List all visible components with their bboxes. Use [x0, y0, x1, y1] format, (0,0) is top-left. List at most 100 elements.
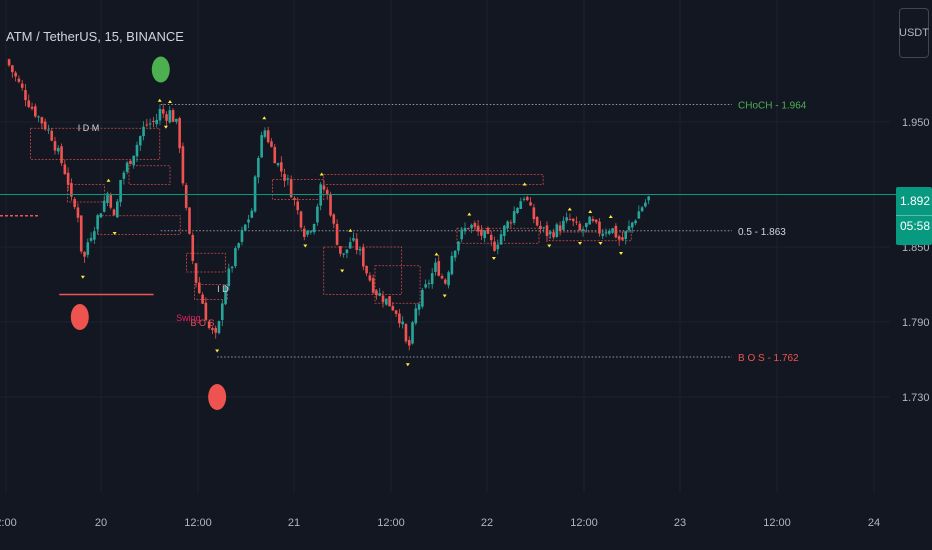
candle-body	[276, 163, 280, 166]
candle-body	[414, 308, 418, 324]
price-tick-label: 1.850	[902, 242, 930, 254]
time-tick-label: 12:00	[377, 517, 405, 529]
candle-body	[309, 231, 313, 233]
swing-low-marker	[619, 252, 623, 255]
candle-body	[27, 100, 31, 108]
candle-body	[509, 222, 513, 224]
candle-body	[489, 234, 493, 241]
price-tick-label: 1.730	[902, 392, 930, 404]
structure-levels: CHoCH - 1.964 0.5 - 1.863 B O S - 1.762	[0, 101, 807, 364]
order-block-box	[185, 252, 226, 273]
candle-body	[184, 184, 188, 208]
annotation-label: B O S	[191, 318, 215, 328]
candle-body	[99, 213, 103, 218]
current-price-label: 1.892 05:58	[896, 187, 932, 245]
candle-body	[411, 322, 414, 344]
candle-body	[450, 255, 454, 275]
time-tick-label: 20	[95, 517, 107, 529]
order-block-box	[30, 127, 161, 160]
candle-body	[53, 141, 57, 151]
candle-body	[135, 144, 139, 157]
order-block-box	[67, 184, 105, 203]
candle-body	[401, 321, 404, 325]
candle-body	[155, 119, 158, 125]
price-tick-label: 1.950	[902, 117, 930, 129]
candle-body	[11, 65, 14, 73]
candle-body	[630, 222, 634, 228]
candle-body	[76, 207, 80, 218]
time-tick-label: 12:00	[570, 517, 598, 529]
grid-lines	[0, 0, 890, 492]
candle-body	[201, 294, 204, 304]
candle-body	[125, 162, 129, 172]
candle-body	[499, 234, 503, 245]
currency-button[interactable]: USDT	[899, 8, 929, 58]
time-tick-label: 24	[868, 517, 880, 529]
swing-low-marker	[491, 257, 496, 260]
candle-body	[158, 109, 162, 121]
candle-body	[109, 194, 113, 208]
swing-low-marker	[215, 349, 220, 353]
time-tick-label: 12:00	[184, 517, 212, 529]
candle-body	[161, 109, 165, 114]
candle-body	[348, 242, 352, 249]
candle-body	[552, 232, 555, 238]
candle-body	[40, 117, 44, 124]
candle-body	[358, 248, 362, 251]
candle-body	[463, 228, 467, 232]
candle-body	[122, 172, 126, 179]
candle-body	[421, 289, 424, 307]
candle-body	[214, 327, 218, 333]
candle-body	[230, 266, 234, 269]
candle-body	[247, 219, 250, 223]
swing-high-marker	[434, 252, 439, 256]
candle-body	[194, 263, 198, 283]
swing-low-marker	[442, 294, 447, 298]
candle-body	[430, 273, 434, 285]
candle-body	[89, 237, 93, 241]
candle-body	[558, 225, 562, 232]
candle-body	[342, 253, 345, 255]
candle-body	[644, 202, 647, 207]
candle-body	[20, 83, 24, 88]
annotation-label: I D	[217, 284, 229, 294]
symbol-title[interactable]: ATM / TetherUS, 15, BINANCE	[6, 29, 184, 44]
candle-body	[60, 146, 63, 164]
candle-body	[512, 211, 516, 223]
candle-body	[270, 141, 273, 147]
candle-body	[14, 72, 17, 77]
price-axis[interactable]: 1.950 1.850 1.790 1.730	[902, 117, 930, 404]
candle-body	[273, 146, 277, 164]
candle-body	[624, 231, 628, 239]
candle-body	[148, 123, 152, 125]
swing-circles	[70, 56, 227, 410]
candle-body	[581, 229, 585, 231]
swing-high-marker	[157, 98, 162, 102]
candle-body	[480, 229, 483, 236]
swing-high-marker	[168, 100, 172, 103]
swing-low-circle	[70, 304, 89, 330]
swing-low-marker	[340, 269, 345, 273]
candle-body	[352, 238, 355, 241]
candle-body	[325, 189, 329, 195]
candle-body	[138, 136, 142, 146]
swing-high-marker	[467, 212, 472, 216]
swing-high-marker	[348, 228, 353, 232]
candle-body	[217, 321, 221, 334]
candle-body	[591, 219, 595, 221]
candle-body	[506, 221, 509, 229]
time-axis[interactable]: 2:00 20 12:00 21 12:00 22 12:00 23 12:00 24	[0, 517, 880, 529]
candle-body	[437, 261, 441, 276]
candle-body	[516, 207, 519, 213]
candle-body	[601, 233, 605, 236]
candle-body	[316, 206, 319, 223]
candle-body	[237, 243, 240, 248]
candle-body	[257, 158, 260, 178]
candle-body	[211, 328, 214, 331]
candle-body	[398, 313, 401, 324]
candle-body	[129, 160, 132, 164]
candle-body	[627, 226, 631, 231]
candle-body	[116, 201, 119, 218]
candle-body	[296, 201, 300, 211]
